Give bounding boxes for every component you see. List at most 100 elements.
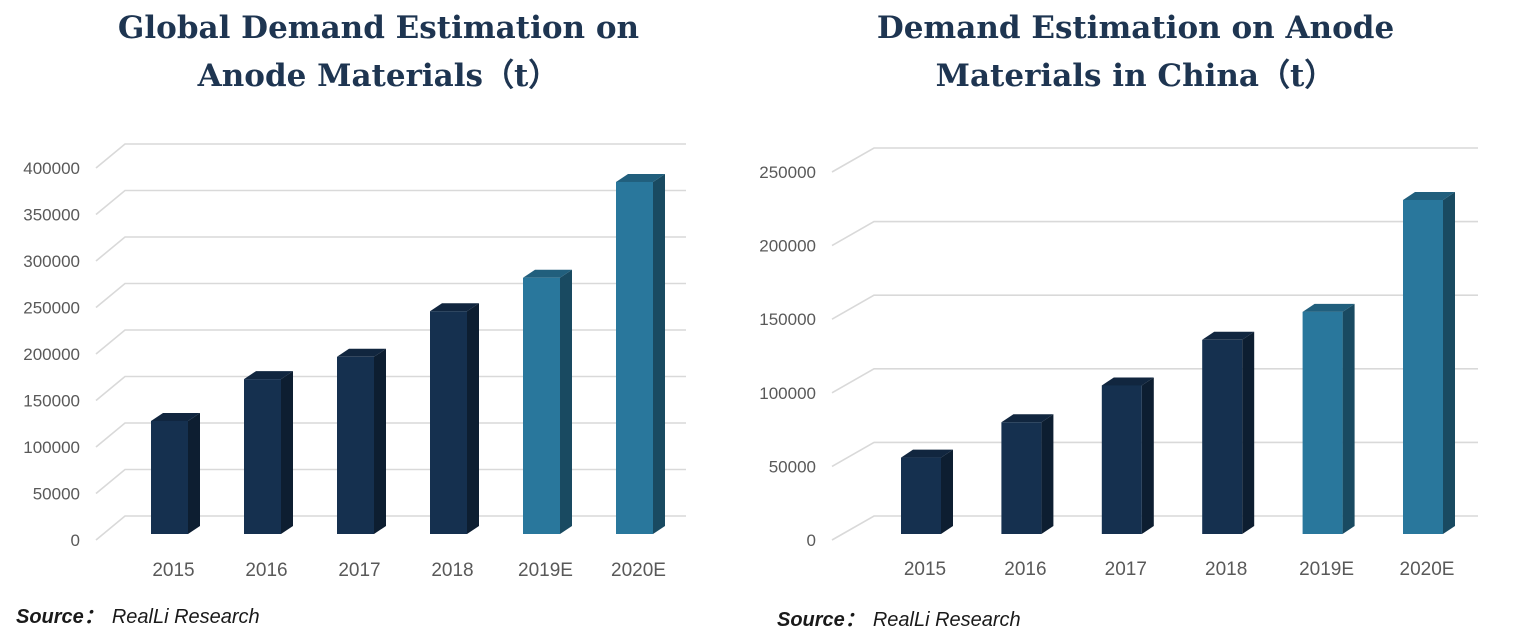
bar-side-face bbox=[560, 269, 572, 534]
y-tick-label: 50000 bbox=[33, 485, 80, 504]
y-tick-label: 400000 bbox=[23, 159, 80, 178]
y-tick-label: 50000 bbox=[769, 457, 816, 476]
source-note-global: Source： RealLi Research bbox=[16, 600, 260, 629]
bar-top-face bbox=[1101, 377, 1154, 386]
bar-front-face bbox=[337, 356, 374, 534]
bar bbox=[1001, 414, 1054, 534]
y-tick-label: 0 bbox=[807, 531, 816, 550]
gridline bbox=[95, 189, 686, 216]
x-tick-label: 2018 bbox=[1205, 559, 1247, 580]
bar-top-face bbox=[337, 348, 386, 357]
gridline bbox=[831, 294, 1478, 320]
bar-front-face bbox=[430, 311, 467, 534]
chart-title-line-2: Anode Materials（t） bbox=[197, 58, 560, 94]
source-label: Source： bbox=[16, 606, 104, 628]
source-label: Source： bbox=[777, 609, 865, 631]
gridline bbox=[831, 441, 1478, 468]
x-axis-labels: 2015 2016 2017 2018 2019E 2020E bbox=[152, 560, 666, 581]
bar-top-face bbox=[1302, 303, 1355, 312]
bar-front-face bbox=[1001, 422, 1042, 534]
bar-chart-global: 0 50000 100000 150000 200000 250000 300000 3500… bbox=[23, 143, 686, 581]
x-tick-label: 2020E bbox=[1400, 559, 1455, 580]
x-tick-label: 2015 bbox=[904, 559, 946, 580]
y-tick-label: 250000 bbox=[23, 299, 80, 318]
bar-front-face bbox=[523, 277, 560, 534]
x-axis-labels: 2015 2016 2017 2018 2019E 2020E bbox=[904, 559, 1455, 580]
y-tick-label: 300000 bbox=[23, 252, 80, 271]
bar-side-face bbox=[1443, 191, 1455, 534]
bar bbox=[1202, 331, 1255, 534]
bar-side-face bbox=[1242, 331, 1255, 534]
x-tick-label: 2017 bbox=[1105, 559, 1147, 580]
chart-title-line-1: Global Demand Estimation on bbox=[117, 10, 640, 46]
bar-front-face bbox=[151, 420, 188, 534]
bar-side-face bbox=[1041, 414, 1054, 534]
gridline bbox=[831, 220, 1478, 247]
bar bbox=[1403, 191, 1455, 534]
bar-top-face bbox=[523, 269, 572, 278]
bar bbox=[1101, 377, 1154, 534]
bar-side-face bbox=[1141, 377, 1154, 534]
y-tick-label: 350000 bbox=[23, 206, 80, 225]
chart-panel-global: Global Demand Estimation on Anode Materi… bbox=[0, 4, 757, 629]
bar-front-face bbox=[1101, 385, 1142, 534]
bar bbox=[430, 303, 479, 534]
bar-front-face bbox=[901, 457, 941, 534]
x-tick-label: 2016 bbox=[1004, 559, 1046, 580]
bar-side-face bbox=[188, 412, 200, 534]
bar-top-face bbox=[1202, 331, 1255, 340]
x-tick-label: 2015 bbox=[152, 560, 194, 581]
bar bbox=[151, 412, 200, 534]
bar-side-face bbox=[1342, 303, 1355, 534]
gridline bbox=[95, 375, 686, 402]
y-tick-label: 150000 bbox=[23, 392, 80, 411]
chart-title-line-1: Demand Estimation on Anode bbox=[876, 10, 1395, 46]
gridline bbox=[95, 468, 686, 495]
bar-top-face bbox=[1403, 191, 1455, 200]
bar-side-face bbox=[653, 173, 665, 534]
source-note-china: Source： RealLi Research bbox=[777, 603, 1021, 632]
bar-top-face bbox=[151, 412, 200, 421]
bar-top-face bbox=[901, 449, 953, 458]
bar-front-face bbox=[244, 379, 281, 534]
gridline bbox=[95, 329, 686, 355]
bar-side-face bbox=[467, 303, 479, 534]
bars bbox=[901, 191, 1455, 534]
bars bbox=[151, 173, 665, 534]
bar-side-face bbox=[941, 449, 953, 534]
bar-top-face bbox=[1001, 414, 1054, 423]
chart-title-china: Demand Estimation on Anode Materials in … bbox=[757, 4, 1514, 100]
chart-title-global: Global Demand Estimation on Anode Materi… bbox=[0, 4, 757, 100]
source-text: RealLi Research bbox=[872, 609, 1021, 631]
gridline bbox=[831, 515, 1478, 541]
gridline bbox=[95, 282, 686, 309]
bar bbox=[616, 173, 665, 534]
gridline bbox=[95, 236, 686, 262]
y-tick-label: 200000 bbox=[759, 237, 816, 256]
bar-top-face bbox=[616, 173, 665, 182]
gridline bbox=[831, 368, 1478, 394]
chart-panel-china: Demand Estimation on Anode Materials in … bbox=[757, 0, 1514, 642]
y-axis-ticks: 0 50000 100000 150000 200000 250000 bbox=[759, 163, 816, 550]
bar-side-face bbox=[374, 348, 386, 534]
gridline bbox=[831, 147, 1478, 173]
x-tick-label: 2019E bbox=[1299, 559, 1354, 580]
x-tick-label: 2020E bbox=[611, 560, 666, 581]
bar-front-face bbox=[1202, 339, 1243, 534]
x-tick-label: 2018 bbox=[431, 560, 473, 581]
bar-front-face bbox=[1302, 311, 1343, 534]
bar-side-face bbox=[281, 371, 293, 534]
x-tick-label: 2019E bbox=[518, 560, 573, 581]
y-tick-label: 200000 bbox=[23, 345, 80, 364]
bar bbox=[523, 269, 572, 534]
y-tick-label: 150000 bbox=[759, 310, 816, 329]
gridline bbox=[95, 515, 686, 541]
chart-title-line-2: Materials in China（t） bbox=[935, 58, 1336, 94]
gridlines bbox=[831, 147, 1478, 541]
y-tick-label: 0 bbox=[71, 531, 80, 550]
x-tick-label: 2016 bbox=[245, 560, 287, 581]
y-tick-label: 250000 bbox=[759, 163, 816, 182]
gridlines bbox=[95, 143, 686, 541]
bar-top-face bbox=[430, 303, 479, 312]
